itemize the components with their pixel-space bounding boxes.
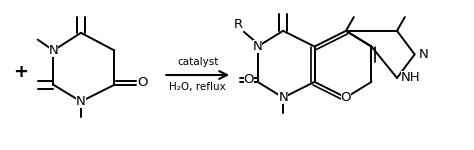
Text: catalyst: catalyst <box>177 57 219 67</box>
Text: N: N <box>278 91 288 104</box>
Text: N: N <box>419 48 428 61</box>
Text: N: N <box>49 44 58 57</box>
Text: O: O <box>341 91 351 104</box>
Text: O: O <box>244 73 254 86</box>
Text: R: R <box>233 18 243 32</box>
Text: O: O <box>137 76 148 89</box>
Text: H₂O, reflux: H₂O, reflux <box>169 82 226 92</box>
Text: NH: NH <box>401 71 420 84</box>
Text: N: N <box>253 40 263 53</box>
Text: +: + <box>14 63 28 81</box>
Text: N: N <box>76 95 86 108</box>
